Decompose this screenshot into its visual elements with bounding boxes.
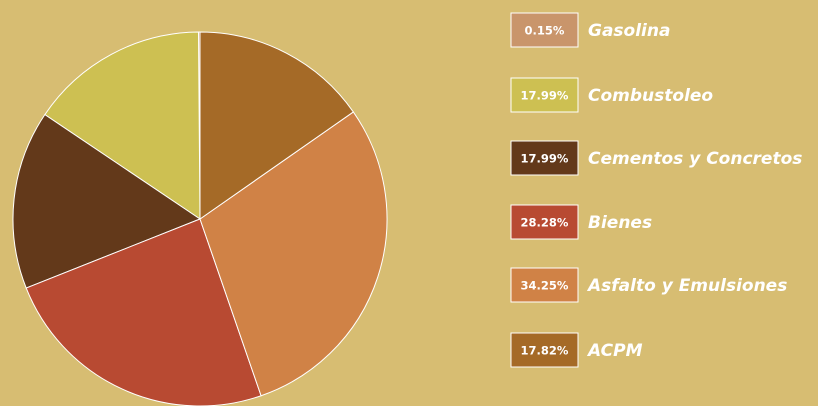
legend-swatch bbox=[510, 332, 579, 368]
pie-slice bbox=[12, 113, 202, 289]
legend-value: 34.25% bbox=[521, 279, 569, 293]
legend-value: 17.99% bbox=[521, 152, 569, 166]
legend-swatch bbox=[510, 140, 579, 176]
legend-label: Bienes bbox=[588, 213, 652, 233]
legend-swatch bbox=[510, 12, 579, 48]
pie-slice bbox=[44, 31, 201, 220]
legend-value: 17.82% bbox=[521, 344, 569, 358]
legend-swatch bbox=[510, 77, 579, 113]
legend-value: 28.28% bbox=[521, 216, 569, 230]
pie-slice bbox=[199, 31, 355, 220]
pie-slice bbox=[199, 111, 388, 397]
legend-label: ACPM bbox=[586, 341, 643, 361]
legend-value: 17.99% bbox=[521, 89, 569, 103]
legend-label: Asfalto y Emulsiones bbox=[586, 276, 787, 296]
legend-swatch bbox=[510, 204, 579, 240]
legend-label: Cementos y Concretos bbox=[588, 149, 802, 169]
pie-slice bbox=[25, 218, 262, 406]
legend-swatch bbox=[510, 267, 579, 303]
legend-label: Combustoleo bbox=[588, 86, 713, 106]
legend-label: Gasolina bbox=[588, 21, 670, 41]
legend-value: 0.15% bbox=[525, 24, 565, 38]
